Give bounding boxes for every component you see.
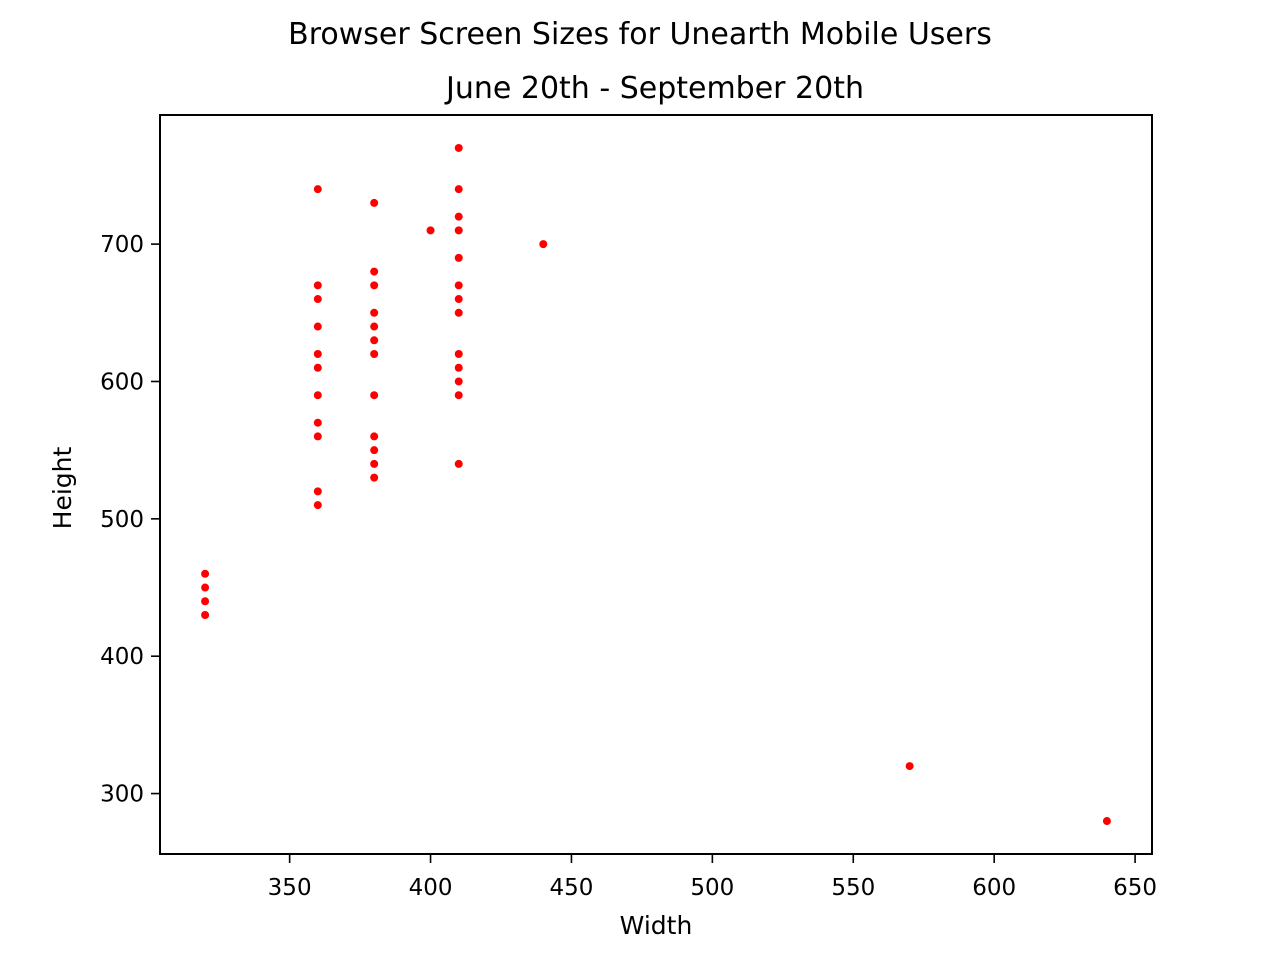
data-point [370, 432, 379, 441]
data-point [370, 350, 379, 359]
data-point [370, 267, 379, 276]
x-tick-label: 550 [831, 875, 875, 901]
x-axis-label: Width [620, 911, 693, 940]
y-tick-label: 600 [100, 369, 144, 395]
data-point [539, 240, 548, 249]
data-point [313, 185, 322, 194]
data-point [454, 185, 463, 194]
data-point [370, 473, 379, 482]
x-tick-label: 500 [690, 875, 734, 901]
data-point [313, 487, 322, 496]
data-point [370, 446, 379, 455]
y-tick-label: 400 [100, 644, 144, 670]
data-point [454, 459, 463, 468]
x-tick-label: 350 [268, 875, 312, 901]
x-axis-ticks: 350 400 450 500 550 600 650 [268, 854, 1157, 901]
data-point [201, 597, 210, 606]
y-tick-label: 700 [100, 232, 144, 258]
data-point [370, 198, 379, 207]
data-point [454, 308, 463, 317]
y-tick-label: 300 [100, 782, 144, 808]
chart-title: Browser Screen Sizes for Unearth Mobile … [288, 17, 992, 52]
data-point [454, 226, 463, 235]
data-point [454, 253, 463, 262]
y-tick-label: 500 [100, 507, 144, 533]
data-point [454, 391, 463, 400]
data-point [370, 336, 379, 345]
data-point [370, 459, 379, 468]
data-point [313, 363, 322, 372]
data-point [454, 295, 463, 304]
data-point [454, 350, 463, 359]
data-point [201, 610, 210, 619]
data-point [313, 418, 322, 427]
x-tick-label: 650 [1113, 875, 1157, 901]
points-layer [201, 143, 1111, 826]
data-point [454, 377, 463, 386]
data-point [370, 391, 379, 400]
data-point [370, 308, 379, 317]
data-point [454, 363, 463, 372]
data-point [454, 212, 463, 221]
x-tick-label: 600 [972, 875, 1016, 901]
data-point [201, 583, 210, 592]
x-tick-label: 450 [550, 875, 594, 901]
data-point [454, 281, 463, 290]
plot-frame [159, 114, 1153, 855]
data-point [201, 569, 210, 578]
data-point [313, 391, 322, 400]
data-point [313, 322, 322, 331]
data-point [370, 281, 379, 290]
y-axis-ticks: 300 400 500 600 700 [100, 232, 160, 808]
y-axis-label: Height [48, 446, 77, 529]
x-tick-label: 400 [409, 875, 453, 901]
data-point [313, 295, 322, 304]
data-point [313, 501, 322, 510]
data-point [1102, 817, 1111, 826]
data-point [313, 432, 322, 441]
data-point [454, 143, 463, 152]
data-point [313, 350, 322, 359]
data-point [426, 226, 435, 235]
data-point [905, 762, 914, 771]
data-point [313, 281, 322, 290]
chart-subtitle: June 20th - September 20th [444, 71, 864, 106]
data-point [370, 322, 379, 331]
